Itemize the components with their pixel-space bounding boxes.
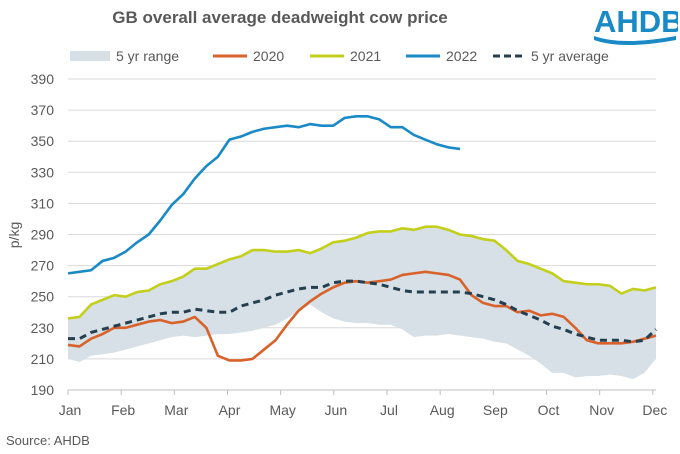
y-tick-label: 350 bbox=[31, 133, 55, 149]
legend-label: 2020 bbox=[253, 48, 284, 64]
legend-swatch bbox=[70, 51, 110, 61]
x-tick-label: Oct bbox=[538, 402, 560, 418]
legend-label: 5 yr range bbox=[116, 48, 179, 64]
y-tick-label: 230 bbox=[31, 320, 55, 336]
y-tick-label: 270 bbox=[31, 258, 55, 274]
y-tick-label: 210 bbox=[31, 351, 55, 367]
y-tick-label: 250 bbox=[31, 289, 55, 305]
ahdb-logo: AHDB bbox=[594, 4, 678, 45]
y-tick-label: 190 bbox=[31, 382, 55, 398]
x-tick-label: Dec bbox=[642, 402, 667, 418]
y-tick-label: 390 bbox=[31, 71, 55, 87]
series-line-5-yr-average bbox=[68, 279, 658, 344]
source-note: Source: AHDB bbox=[6, 433, 90, 448]
logo-text: AHDB bbox=[594, 4, 678, 39]
x-tick-label: Jun bbox=[325, 402, 348, 418]
series-line-2022 bbox=[67, 115, 461, 275]
x-tick-label: Aug bbox=[430, 402, 455, 418]
x-tick-label: Apr bbox=[219, 402, 241, 418]
y-tick-label: 370 bbox=[31, 102, 55, 118]
series-line-2021 bbox=[67, 225, 657, 320]
legend-label: 2021 bbox=[350, 48, 381, 64]
y-tick-label: 330 bbox=[31, 164, 55, 180]
legend-label: 2022 bbox=[446, 48, 477, 64]
logo-wave bbox=[594, 36, 676, 45]
x-tick-label: Mar bbox=[164, 402, 188, 418]
x-tick-label: Jul bbox=[380, 402, 398, 418]
x-tick-label: May bbox=[269, 402, 295, 418]
x-tick-label: Jan bbox=[59, 402, 82, 418]
chart-title: GB overall average deadweight cow price bbox=[112, 8, 448, 27]
y-tick-label: 310 bbox=[31, 195, 55, 211]
legend-label: 5 yr average bbox=[531, 48, 609, 64]
y-tick-label: 290 bbox=[31, 227, 55, 243]
x-tick-label: Feb bbox=[111, 402, 135, 418]
y-axis-label: p/kg bbox=[6, 222, 22, 248]
x-tick-label: Sep bbox=[483, 402, 508, 418]
x-tick-label: Nov bbox=[589, 402, 614, 418]
range-band bbox=[68, 226, 656, 380]
